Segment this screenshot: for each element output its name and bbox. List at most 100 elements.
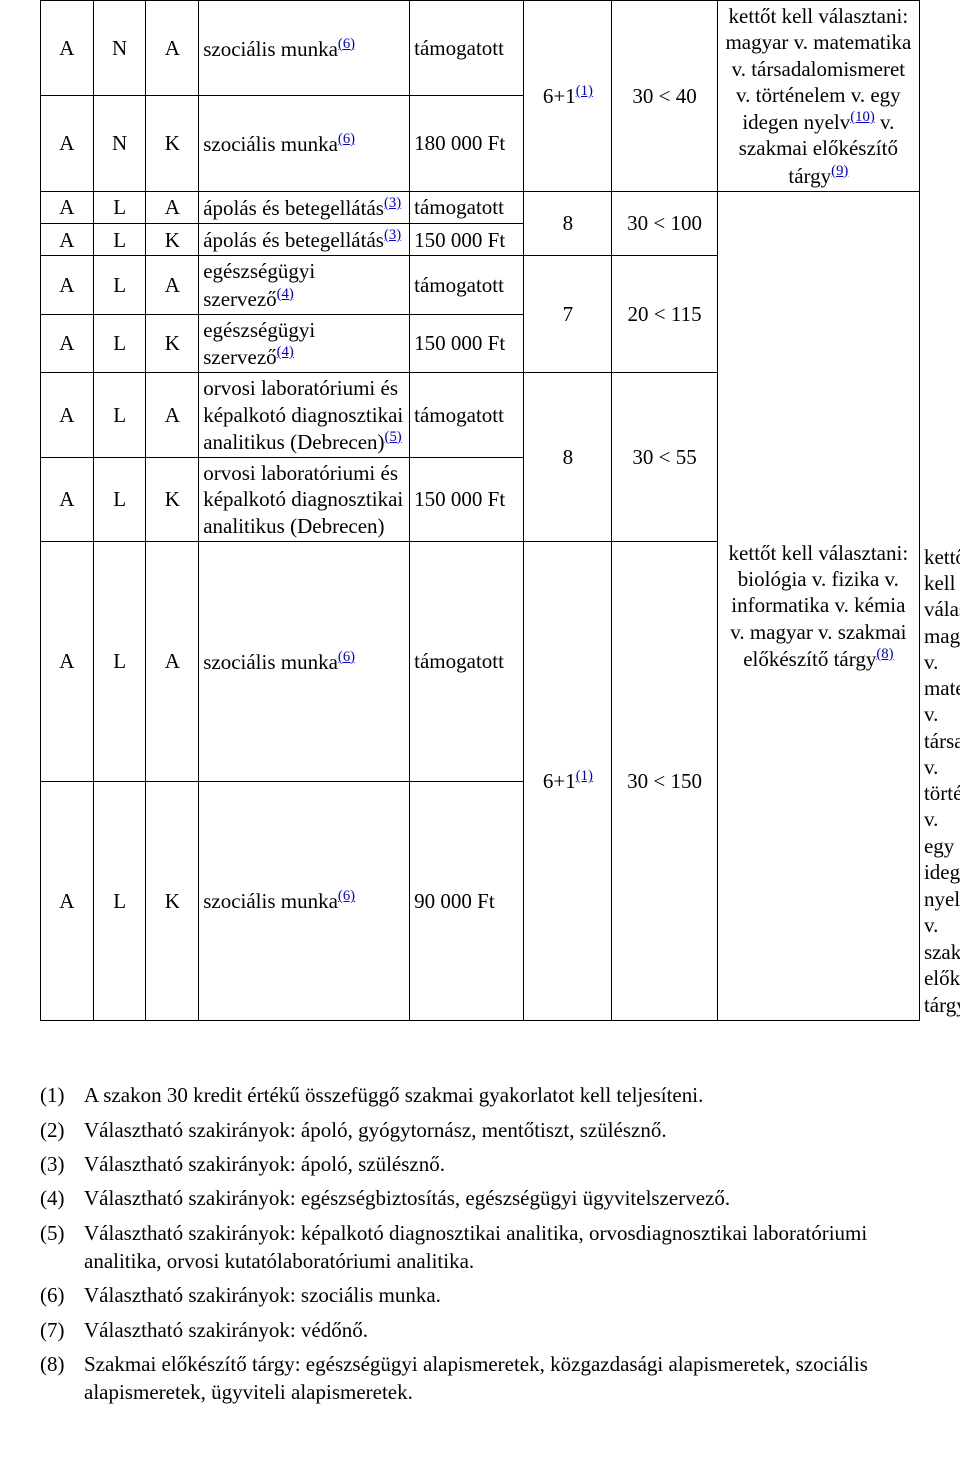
footnote-ref[interactable]: (4)	[277, 286, 294, 302]
footnote-number: (6)	[40, 1281, 84, 1309]
code-cell: A	[41, 96, 94, 191]
program-text: ápolás és betegellátás	[203, 196, 384, 220]
program-cell: szociális munka(6)	[199, 541, 410, 781]
program-text: orvosi laboratóriumi és képalkotó diagno…	[203, 376, 403, 454]
code-cell: L	[93, 781, 146, 1021]
programs-table: ANAszociális munka(6)támogatott6+1(1)30 …	[40, 0, 920, 1021]
footnote-ref[interactable]: (6)	[338, 888, 355, 904]
code-cell: A	[41, 781, 94, 1021]
semesters-text: 7	[563, 302, 574, 326]
program-text: egészségügyi szervező	[203, 318, 315, 369]
footnote-number: (2)	[40, 1116, 84, 1144]
footnote-text: Választható szakirányok: ápoló, szülészn…	[84, 1150, 920, 1178]
semesters-cell: 8	[524, 191, 612, 256]
code-cell: A	[41, 1, 94, 96]
footnote-ref[interactable]: (3)	[384, 195, 401, 211]
capacity-cell: 30 < 55	[612, 373, 717, 542]
footnote-number: (4)	[40, 1184, 84, 1212]
code-cell: A	[146, 1, 199, 96]
footnote-row: (4)Választható szakirányok: egészségbizt…	[40, 1184, 920, 1212]
fee-cell: támogatott	[410, 256, 524, 315]
footnote-text: Választható szakirányok: védőnő.	[84, 1316, 920, 1344]
code-cell: L	[93, 256, 146, 315]
semesters-text: 8	[563, 211, 574, 235]
capacity-cell: 30 < 150	[612, 541, 717, 1021]
program-cell: egészségügyi szervező(4)	[199, 314, 410, 373]
capacity-cell: 30 < 100	[612, 191, 717, 256]
fee-cell: támogatott	[410, 541, 524, 781]
footnote-row: (6)Választható szakirányok: szociális mu…	[40, 1281, 920, 1309]
semesters-text: 8	[563, 445, 574, 469]
footnote-row: (1)A szakon 30 kredit értékű összefüggő …	[40, 1081, 920, 1109]
semesters-cell: 6+1(1)	[524, 1, 612, 192]
program-text: egészségügyi szervező	[203, 259, 315, 310]
program-text: szociális munka	[203, 889, 338, 913]
requirement-text: kettőt kell választani: magyar v. matema…	[924, 545, 960, 911]
program-cell: egészségügyi szervező(4)	[199, 256, 410, 315]
footnote-text: Választható szakirányok: egészségbiztosí…	[84, 1184, 920, 1212]
fee-cell: 150 000 Ft	[410, 314, 524, 373]
footnotes: (1)A szakon 30 kredit értékű összefüggő …	[40, 1081, 920, 1406]
code-cell: A	[146, 373, 199, 458]
program-text: szociális munka	[203, 37, 338, 61]
footnote-ref[interactable]: (9)	[831, 163, 848, 179]
code-cell: K	[146, 224, 199, 256]
fee-cell: 90 000 Ft	[410, 781, 524, 1021]
fee-cell: 150 000 Ft	[410, 458, 524, 542]
code-cell: A	[41, 458, 94, 542]
code-cell: A	[41, 541, 94, 781]
footnote-ref[interactable]: (6)	[338, 131, 355, 147]
footnote-text: Választható szakirányok: szociális munka…	[84, 1281, 920, 1309]
fee-cell: támogatott	[410, 1, 524, 96]
code-cell: A	[41, 314, 94, 373]
code-cell: N	[93, 1, 146, 96]
semesters-cell: 6+1(1)	[524, 541, 612, 1021]
requirement-text-tail: v. szakmai előkészítő tárgy	[924, 913, 960, 1017]
footnote-number: (3)	[40, 1150, 84, 1178]
program-text: szociális munka	[203, 132, 338, 156]
code-cell: K	[146, 314, 199, 373]
code-cell: L	[93, 191, 146, 223]
footnote-text: Szakmai előkészítő tárgy: egészségügyi a…	[84, 1350, 920, 1407]
program-cell: orvosi laboratóriumi és képalkotó diagno…	[199, 458, 410, 542]
footnote-ref[interactable]: (1)	[576, 768, 593, 784]
footnote-text: Választható szakirányok: ápoló, gyógytor…	[84, 1116, 920, 1144]
program-cell: ápolás és betegellátás(3)	[199, 191, 410, 223]
requirement-cell: kettőt kell választani: biológia v. fizi…	[717, 191, 919, 1021]
footnote-ref[interactable]: (4)	[277, 344, 294, 360]
code-cell: L	[93, 541, 146, 781]
footnote-ref[interactable]: (10)	[850, 109, 874, 125]
code-cell: L	[93, 458, 146, 542]
footnote-row: (3)Választható szakirányok: ápoló, szülé…	[40, 1150, 920, 1178]
program-cell: ápolás és betegellátás(3)	[199, 224, 410, 256]
footnote-row: (2)Választható szakirányok: ápoló, gyógy…	[40, 1116, 920, 1144]
program-text: ápolás és betegellátás	[203, 228, 384, 252]
program-cell: szociális munka(6)	[199, 781, 410, 1021]
footnote-row: (5)Választható szakirányok: képalkotó di…	[40, 1219, 920, 1276]
footnote-ref[interactable]: (6)	[338, 649, 355, 665]
code-cell: A	[41, 256, 94, 315]
program-cell: szociális munka(6)	[199, 96, 410, 191]
code-cell: A	[41, 224, 94, 256]
footnote-text: A szakon 30 kredit értékű összefüggő sza…	[84, 1081, 920, 1109]
code-cell: A	[146, 256, 199, 315]
semesters-text: 6+1	[543, 84, 576, 108]
footnote-ref[interactable]: (3)	[384, 227, 401, 243]
code-cell: K	[146, 96, 199, 191]
code-cell: L	[93, 314, 146, 373]
program-cell: orvosi laboratóriumi és képalkotó diagno…	[199, 373, 410, 458]
footnote-ref[interactable]: (5)	[385, 429, 402, 445]
capacity-cell: 30 < 40	[612, 1, 717, 192]
semesters-cell: 7	[524, 256, 612, 373]
footnote-text: Választható szakirányok: képalkotó diagn…	[84, 1219, 920, 1276]
footnote-ref[interactable]: (8)	[876, 646, 893, 662]
footnote-ref[interactable]: (6)	[338, 36, 355, 52]
code-cell: A	[41, 373, 94, 458]
fee-cell: támogatott	[410, 373, 524, 458]
program-text: szociális munka	[203, 650, 338, 674]
footnote-ref[interactable]: (1)	[576, 83, 593, 99]
table-row: ANAszociális munka(6)támogatott6+1(1)30 …	[41, 1, 920, 96]
footnote-number: (5)	[40, 1219, 84, 1276]
code-cell: L	[93, 373, 146, 458]
requirement-cell: kettőt kell választani: magyar v. matema…	[717, 1, 919, 192]
